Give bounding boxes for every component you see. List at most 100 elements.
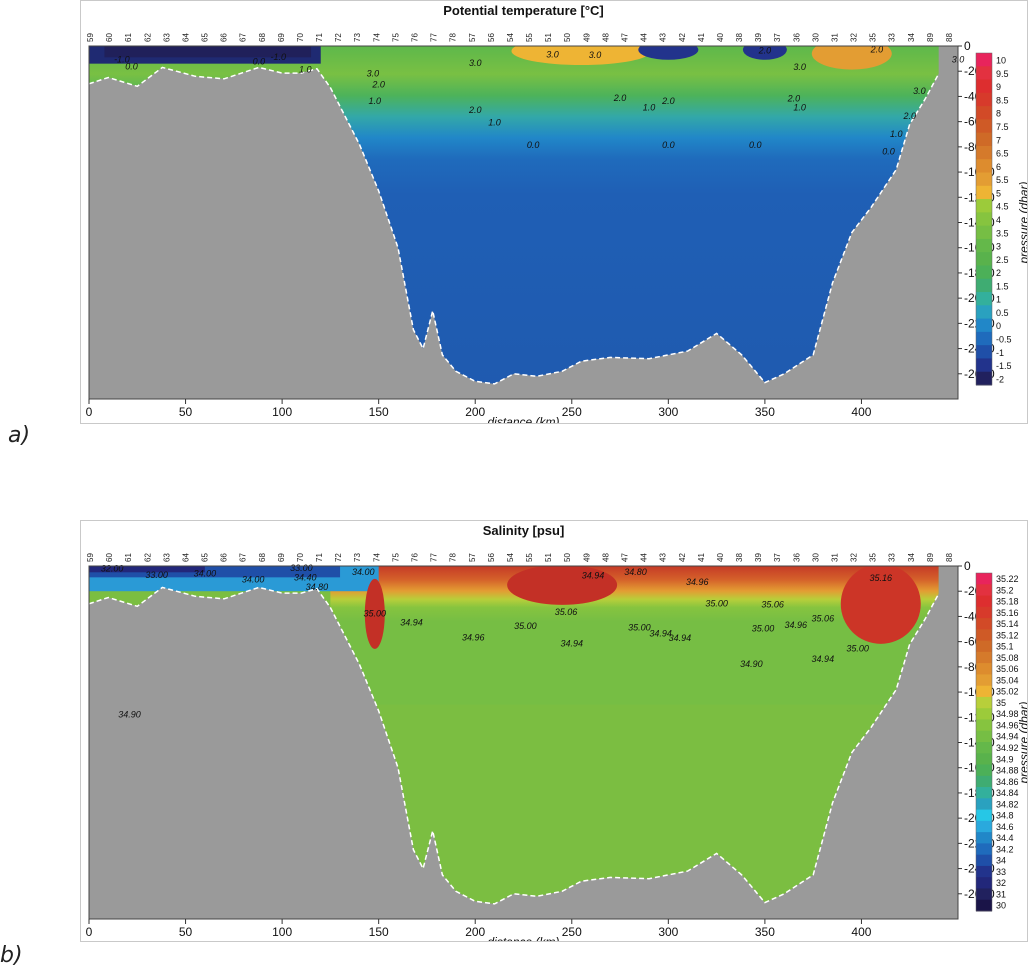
station-label: 54 bbox=[506, 553, 515, 562]
station-label: 60 bbox=[105, 33, 114, 42]
station-label: 76 bbox=[411, 553, 420, 562]
saline-surface-patch bbox=[507, 566, 618, 605]
colorbar-swatch bbox=[976, 854, 992, 867]
colorbar-swatch bbox=[976, 832, 992, 844]
colorbar-label: 1 bbox=[996, 295, 1001, 305]
colorbar-swatch bbox=[976, 331, 992, 346]
colorbar-label: 2.5 bbox=[996, 255, 1009, 265]
colorbar-swatch bbox=[976, 53, 992, 67]
station-label: 37 bbox=[773, 33, 782, 42]
contour-label: 33.00 bbox=[145, 570, 168, 580]
station-label: 72 bbox=[334, 33, 343, 42]
colorbar-swatch bbox=[976, 305, 992, 320]
station-label: 38 bbox=[735, 33, 744, 42]
x-tick-label: 300 bbox=[658, 925, 678, 939]
colorbar-swatch bbox=[976, 730, 992, 743]
contour-label: 35.00 bbox=[514, 621, 537, 631]
contour-label: 2.0 bbox=[758, 46, 772, 56]
station-label: 47 bbox=[620, 553, 629, 562]
colorbar-label: 35.14 bbox=[996, 619, 1019, 629]
station-label: 55 bbox=[525, 553, 534, 562]
colorbar-label: 35.1 bbox=[996, 642, 1014, 652]
colorbar-label: 5.5 bbox=[996, 175, 1009, 185]
station-label: 39 bbox=[754, 33, 763, 42]
station-label: 40 bbox=[716, 553, 725, 562]
contour-label: 2.0 bbox=[613, 93, 627, 103]
colorbar-label: 7 bbox=[996, 135, 1001, 145]
x-tick-label: 400 bbox=[851, 925, 871, 939]
x-tick-label: 100 bbox=[272, 925, 292, 939]
colorbar-label: 32 bbox=[996, 878, 1006, 888]
seafloor-line bbox=[89, 585, 958, 905]
contour-label: 34.00 bbox=[242, 574, 265, 584]
colorbar-swatch bbox=[976, 595, 992, 608]
colorbar-label: 34.2 bbox=[996, 844, 1014, 854]
station-label: 34 bbox=[907, 553, 916, 562]
colorbar-swatch bbox=[976, 358, 992, 373]
colorbar-label: -1.5 bbox=[996, 361, 1012, 371]
station-label: 67 bbox=[239, 553, 248, 562]
station-label: 71 bbox=[315, 553, 324, 562]
colorbar-swatch bbox=[976, 252, 992, 266]
colorbar-label: 35.16 bbox=[996, 608, 1019, 618]
colorbar-label: 31 bbox=[996, 889, 1006, 899]
station-label: 68 bbox=[258, 553, 267, 562]
contour-label: 2.0 bbox=[468, 105, 482, 115]
station-label: 66 bbox=[220, 553, 229, 562]
contour-label: 34.94 bbox=[400, 617, 423, 627]
colorbar-swatch bbox=[976, 92, 992, 107]
contour-label: 32.00 bbox=[101, 564, 124, 574]
colorbar-label: 34.6 bbox=[996, 822, 1014, 832]
contour-label: 34.96 bbox=[686, 577, 709, 587]
colorbar-swatch bbox=[976, 719, 992, 732]
contour-label: 0.0 bbox=[125, 61, 138, 71]
panel-label-b: b) bbox=[0, 943, 23, 968]
station-label: 50 bbox=[563, 553, 572, 562]
station-label: 32 bbox=[850, 33, 859, 42]
station-label: 78 bbox=[449, 553, 458, 562]
station-label: 59 bbox=[86, 33, 95, 42]
station-label: 54 bbox=[506, 33, 515, 42]
contour-label: 0.0 bbox=[527, 140, 540, 150]
colorbar-swatch bbox=[976, 820, 992, 833]
warm-surface-patch bbox=[511, 46, 652, 66]
contour-label: 1.0 bbox=[890, 129, 903, 139]
saline-surface-patch bbox=[364, 578, 385, 649]
station-label: 43 bbox=[659, 553, 668, 562]
colorbar-swatch bbox=[976, 606, 992, 619]
contour-label: 34.94 bbox=[561, 639, 584, 649]
colorbar-label: 6.5 bbox=[996, 149, 1009, 159]
contour-label: 35.00 bbox=[846, 644, 869, 654]
contour-label: 0.0 bbox=[749, 140, 762, 150]
heatmap-field bbox=[89, 566, 958, 919]
colorbar-label: 34.94 bbox=[996, 732, 1019, 742]
heatmap-field bbox=[89, 46, 958, 399]
contour-label: 34.90 bbox=[740, 659, 763, 669]
station-label: 48 bbox=[601, 553, 610, 562]
contour-label: 33.00 bbox=[290, 563, 313, 573]
x-axis-label: distance (km) bbox=[487, 935, 559, 941]
station-label: 36 bbox=[792, 553, 801, 562]
station-label: 77 bbox=[430, 553, 439, 562]
colorbar-swatch bbox=[976, 899, 992, 912]
station-label: 57 bbox=[468, 33, 477, 42]
contour-label: 3.0 bbox=[546, 49, 559, 59]
station-label: 48 bbox=[601, 33, 610, 42]
contour-label: 35.00 bbox=[705, 598, 728, 608]
colorbar-label: 0.5 bbox=[996, 308, 1009, 318]
colorbar-swatch bbox=[976, 172, 992, 187]
warm-surface-patch bbox=[811, 46, 892, 70]
station-label: 49 bbox=[582, 33, 591, 42]
colorbar-swatch bbox=[976, 674, 992, 687]
colorbar-swatch bbox=[976, 106, 992, 120]
contour-label: 34.96 bbox=[785, 620, 808, 630]
colorbar-label: 8 bbox=[996, 109, 1001, 119]
right-land-mass bbox=[938, 566, 958, 919]
colorbar-label: 8.5 bbox=[996, 95, 1009, 105]
seafloor-line bbox=[89, 65, 958, 385]
station-label: 38 bbox=[735, 553, 744, 562]
station-label: 55 bbox=[525, 33, 534, 42]
contour-label: 34.00 bbox=[352, 567, 375, 577]
colorbar-label: 4.5 bbox=[996, 202, 1009, 212]
station-label: 56 bbox=[487, 553, 496, 562]
